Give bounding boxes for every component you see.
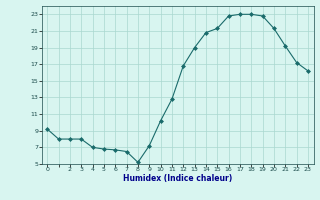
X-axis label: Humidex (Indice chaleur): Humidex (Indice chaleur) [123,174,232,183]
